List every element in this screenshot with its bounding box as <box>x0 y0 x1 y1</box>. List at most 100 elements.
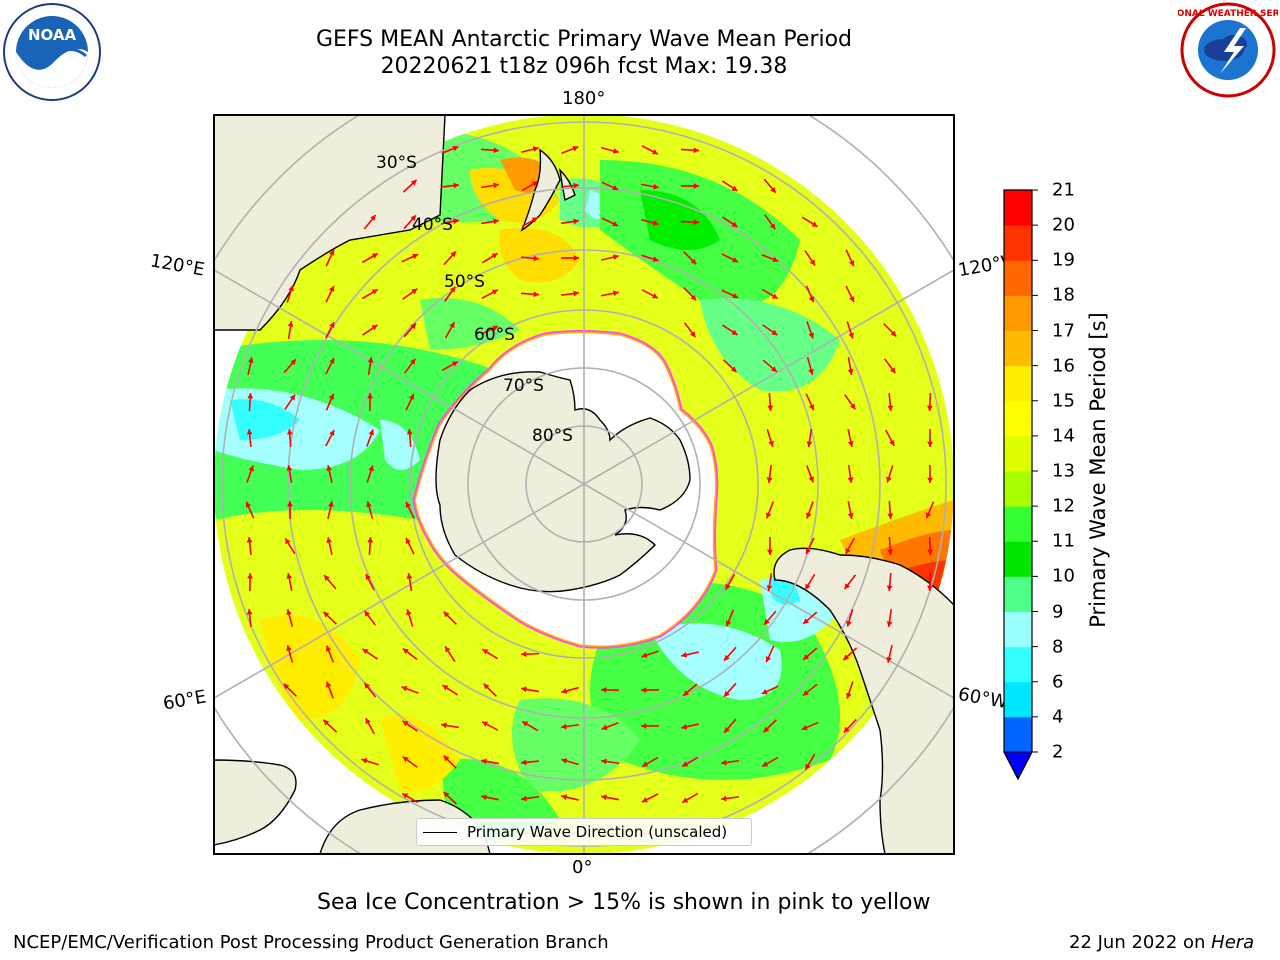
wave-arrow-head <box>771 293 778 299</box>
wave-arrow-head <box>521 795 527 802</box>
wave-arrow-head <box>408 393 415 400</box>
colorbar-tick-label: 14 <box>1052 425 1075 447</box>
footer-host: Hera <box>1211 932 1255 953</box>
wave-arrow-head <box>483 683 490 690</box>
wave-arrow-head <box>766 585 773 591</box>
wave-arrow-head <box>927 477 933 483</box>
wave-arrow-head <box>364 610 371 617</box>
wave-arrow-head <box>723 654 730 661</box>
wave-arrow-head <box>329 321 335 328</box>
wave-arrow-head <box>886 476 892 483</box>
wave-arrow-head <box>808 476 815 483</box>
graticule <box>214 115 954 854</box>
wave-arrow-head <box>452 145 459 152</box>
wave-arrow-head <box>361 758 368 764</box>
wave-arrow-head <box>561 758 568 764</box>
wave-arrow-head <box>641 652 648 658</box>
wave-arrow-head <box>246 537 253 543</box>
wave-arrow-head <box>561 723 567 730</box>
noaa-logo: NOAA <box>3 3 101 101</box>
wave-arrow-head <box>601 758 607 765</box>
wave-arrow-head <box>767 549 773 555</box>
wave-arrow-head <box>642 761 649 767</box>
colorbar-tick-label: 17 <box>1052 320 1075 341</box>
wave-arrow-head <box>323 719 330 726</box>
wave-arrow-head <box>406 429 413 435</box>
wave-arrow-head <box>326 465 332 471</box>
wave-arrow-head <box>368 429 374 436</box>
wave-arrow-head <box>324 575 330 582</box>
wave-arrow-head <box>808 368 814 375</box>
colorbar-tick-label: 12 <box>1052 495 1075 517</box>
wave-arrow-head <box>410 323 416 330</box>
wave-arrow-head <box>323 611 330 618</box>
svg-text:NATIONAL WEATHER SERVICE: NATIONAL WEATHER SERVICE <box>1178 9 1278 19</box>
wave-arrow-head <box>770 186 776 193</box>
wave-arrow-head <box>887 513 894 519</box>
wave-arrow-head <box>652 149 659 155</box>
colorbar-tick-label: 18 <box>1052 284 1075 306</box>
wave-arrow-head <box>682 761 689 767</box>
wave-arrow-head <box>247 393 254 399</box>
wave-arrow-head <box>368 465 374 472</box>
wave-arrow-head <box>770 366 777 372</box>
colorbar-tick-label: 16 <box>1052 355 1075 377</box>
wave-arrow-head <box>402 756 409 763</box>
colorbar-tick-label: 4 <box>1052 706 1064 728</box>
wave-arrow-head <box>521 651 527 658</box>
wave-arrow-head <box>681 652 687 658</box>
wave-arrow-head <box>809 259 816 266</box>
wave-arrow-head <box>328 249 335 256</box>
wave-arrow-head <box>693 147 699 154</box>
wave-arrow-head <box>887 405 894 411</box>
wave-arrow-head <box>287 321 294 327</box>
wave-arrow-head <box>402 648 409 654</box>
wave-arrow-head <box>732 292 739 299</box>
wave-arrow-head <box>371 324 378 331</box>
wave-arrow-head <box>521 759 527 766</box>
wave-arrow-head <box>721 759 727 766</box>
wave-arrow-head <box>573 182 579 189</box>
wave-arrow-head <box>803 654 810 660</box>
wave-arrow-head <box>521 686 527 693</box>
wave-arrow-head <box>492 325 499 331</box>
wave-arrow-head <box>761 688 768 695</box>
wave-arrow-head <box>441 722 447 729</box>
wave-arrow-head <box>286 465 293 471</box>
nws-logo: NATIONAL WEATHER SERVICE <box>1178 2 1278 98</box>
wave-arrow-head <box>405 501 412 508</box>
lon-label-180: 180° <box>562 88 606 109</box>
wave-arrow-head <box>367 393 373 399</box>
wave-arrow-head <box>561 794 568 800</box>
wave-arrow-head <box>285 538 291 545</box>
colorbar-segment <box>1004 471 1032 507</box>
colorbar-segment <box>1004 681 1032 718</box>
colorbar-segment <box>1004 435 1032 472</box>
wave-arrow-head <box>689 331 696 338</box>
wave-arrow-head <box>371 289 378 295</box>
wave-arrow-head <box>725 583 731 590</box>
chart-title: GEFS MEAN Antarctic Primary Wave Mean Pe… <box>315 27 853 52</box>
wave-arrow-head <box>612 184 619 191</box>
wave-arrow-head <box>693 183 699 189</box>
wave-arrow-head <box>406 573 413 579</box>
wave-arrow-head <box>849 403 856 410</box>
wave-arrow-head <box>768 440 774 447</box>
wave-arrow-head <box>731 185 738 191</box>
colorbar-tick-label: 9 <box>1052 601 1064 622</box>
colorbar-tick-label: 13 <box>1052 460 1075 482</box>
wave-arrow-head <box>847 513 854 519</box>
wave-direction-arrows <box>245 145 935 838</box>
wave-arrow-head <box>693 219 699 226</box>
wave-arrow-head <box>453 182 459 189</box>
legend-line-swatch <box>423 831 457 833</box>
wave-arrow-head <box>848 260 855 267</box>
wave-arrow-head <box>848 332 854 339</box>
wave-arrow-head <box>601 794 607 801</box>
wave-arrow-head <box>283 683 290 690</box>
wave-arrow-head <box>641 723 647 729</box>
wave-arrow-head <box>724 726 730 733</box>
wave-arrow-head <box>290 359 296 366</box>
wave-arrow-head <box>886 656 892 663</box>
colorbar-segment <box>1004 611 1032 648</box>
